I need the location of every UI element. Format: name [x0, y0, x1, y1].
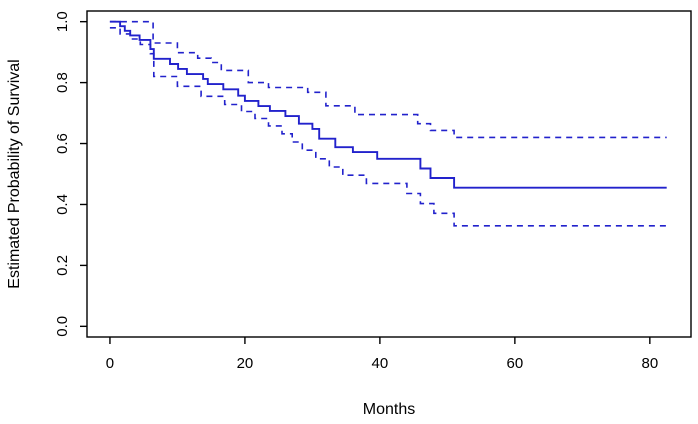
- y-tick-label: 0.4: [54, 194, 71, 215]
- y-tick-label: 0.0: [54, 316, 71, 337]
- y-tick-label: 1.0: [54, 11, 71, 32]
- x-tick-label: 0: [106, 355, 114, 372]
- y-axis-title: Estimated Probability of Survival: [6, 59, 23, 288]
- data-series: [109, 20, 667, 227]
- x-axis-title: Months: [363, 401, 415, 418]
- x-axis-ticks: 0 20 40 60 80: [106, 337, 658, 372]
- x-tick-label: 40: [372, 355, 389, 372]
- survival-estimate-curve: [109, 20, 667, 189]
- x-tick-label: 60: [507, 355, 524, 372]
- x-tick-label: 80: [641, 355, 658, 372]
- plot-box: [86, 10, 692, 338]
- y-tick-label: 0.2: [54, 255, 71, 276]
- y-tick-label: 0.6: [54, 133, 71, 154]
- y-tick-label: 0.8: [54, 72, 71, 93]
- y-axis-ticks: 0.0 0.2 0.4 0.6 0.8 1.0: [54, 11, 87, 337]
- x-tick-label: 20: [237, 355, 254, 372]
- upper-95-confidence-band-curve: [109, 20, 667, 139]
